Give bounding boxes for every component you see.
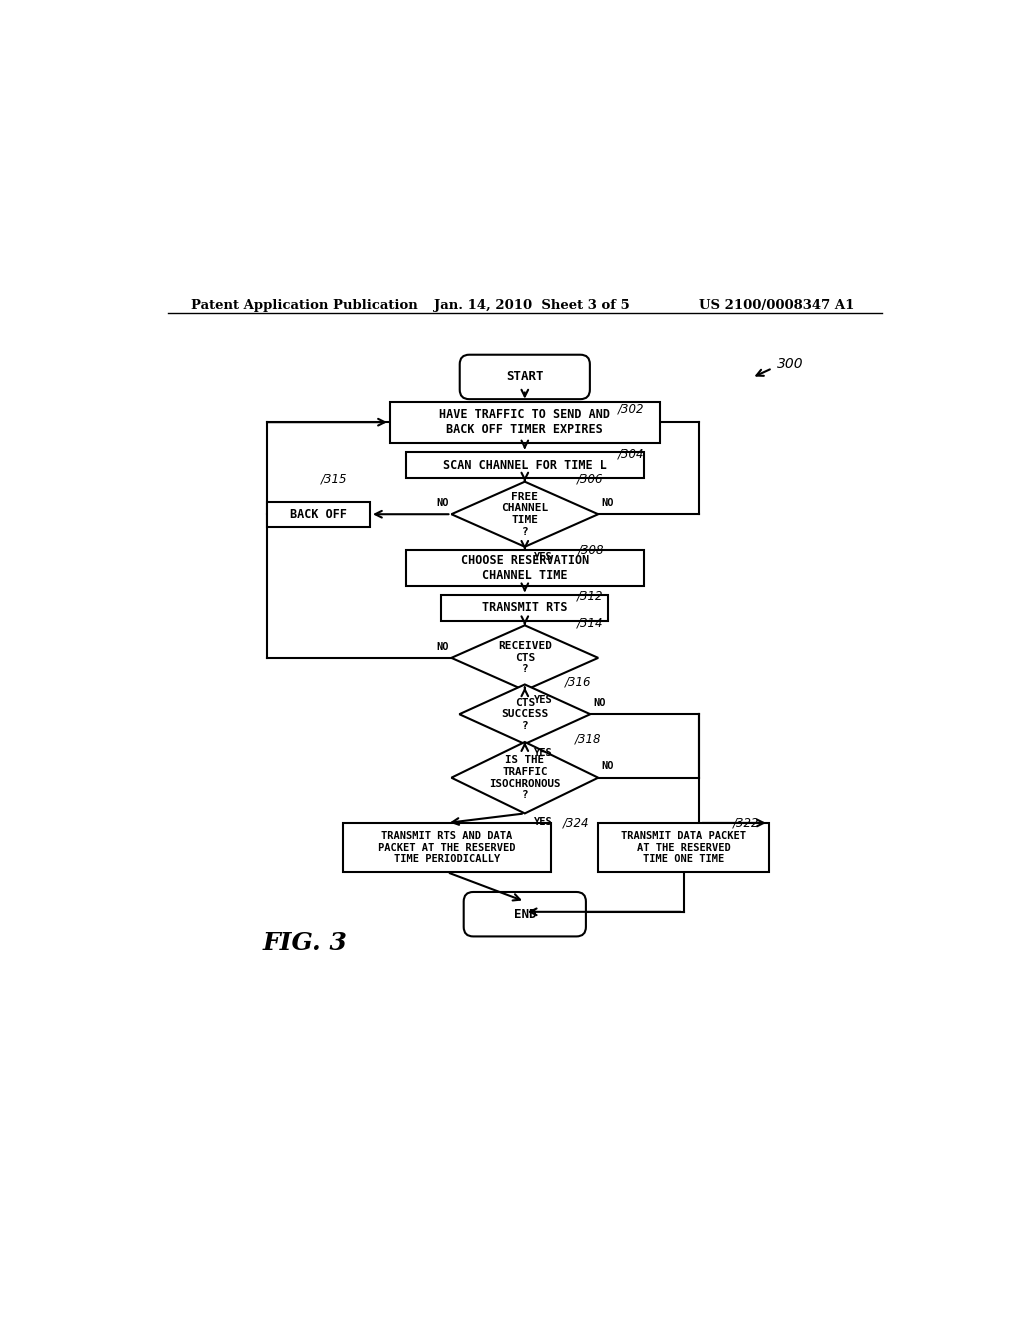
- Text: IS THE
TRAFFIC
ISOCHRONOUS
?: IS THE TRAFFIC ISOCHRONOUS ?: [489, 755, 560, 800]
- Text: TRANSMIT RTS AND DATA
PACKET AT THE RESERVED
TIME PERIODICALLY: TRANSMIT RTS AND DATA PACKET AT THE RESE…: [378, 832, 516, 865]
- Text: CHOOSE RESERVATION
CHANNEL TIME: CHOOSE RESERVATION CHANNEL TIME: [461, 554, 589, 582]
- Polygon shape: [452, 742, 598, 813]
- Polygon shape: [452, 626, 598, 690]
- FancyBboxPatch shape: [460, 355, 590, 399]
- Text: TRANSMIT RTS: TRANSMIT RTS: [482, 602, 567, 614]
- Text: NO: NO: [601, 762, 613, 771]
- Polygon shape: [460, 685, 590, 744]
- Text: START: START: [506, 371, 544, 383]
- Text: YES: YES: [535, 552, 553, 561]
- Text: NO: NO: [436, 498, 449, 508]
- Text: END: END: [514, 908, 536, 921]
- Text: /302: /302: [617, 403, 644, 416]
- Text: /304: /304: [617, 447, 644, 461]
- Text: /316: /316: [564, 676, 591, 689]
- Bar: [406, 453, 644, 478]
- Text: CTS
SUCCESS
?: CTS SUCCESS ?: [501, 697, 549, 731]
- Bar: [598, 822, 769, 873]
- Text: /322: /322: [733, 817, 759, 830]
- Text: /308: /308: [578, 544, 604, 557]
- Text: RECEIVED
CTS
?: RECEIVED CTS ?: [498, 642, 552, 675]
- FancyBboxPatch shape: [464, 892, 586, 936]
- Text: Patent Application Publication: Patent Application Publication: [191, 300, 418, 312]
- Text: /315: /315: [321, 473, 347, 486]
- Text: YES: YES: [535, 817, 553, 828]
- Bar: [267, 502, 370, 527]
- Text: YES: YES: [535, 696, 553, 705]
- Text: BACK OFF: BACK OFF: [290, 508, 347, 520]
- Text: /306: /306: [577, 473, 603, 486]
- Text: US 2100/0008347 A1: US 2100/0008347 A1: [699, 300, 855, 312]
- Bar: [406, 550, 644, 586]
- Text: NO: NO: [436, 642, 449, 652]
- Text: YES: YES: [535, 747, 553, 758]
- Bar: [343, 822, 551, 873]
- Text: NO: NO: [593, 698, 605, 708]
- Text: NO: NO: [601, 498, 613, 508]
- Text: FIG. 3: FIG. 3: [263, 931, 348, 954]
- Text: /312: /312: [577, 590, 603, 603]
- Bar: [390, 401, 659, 442]
- Text: /314: /314: [577, 616, 603, 630]
- Text: 300: 300: [777, 358, 804, 371]
- Bar: [441, 595, 608, 620]
- Text: /324: /324: [563, 817, 590, 830]
- Text: FREE
CHANNEL
TIME
?: FREE CHANNEL TIME ?: [501, 492, 549, 537]
- Text: SCAN CHANNEL FOR TIME L: SCAN CHANNEL FOR TIME L: [442, 458, 607, 471]
- Text: /318: /318: [574, 733, 601, 746]
- Text: HAVE TRAFFIC TO SEND AND
BACK OFF TIMER EXPIRES: HAVE TRAFFIC TO SEND AND BACK OFF TIMER …: [439, 408, 610, 436]
- Text: TRANSMIT DATA PACKET
AT THE RESERVED
TIME ONE TIME: TRANSMIT DATA PACKET AT THE RESERVED TIM…: [621, 832, 746, 865]
- Text: Jan. 14, 2010  Sheet 3 of 5: Jan. 14, 2010 Sheet 3 of 5: [433, 300, 630, 312]
- Polygon shape: [452, 482, 598, 546]
